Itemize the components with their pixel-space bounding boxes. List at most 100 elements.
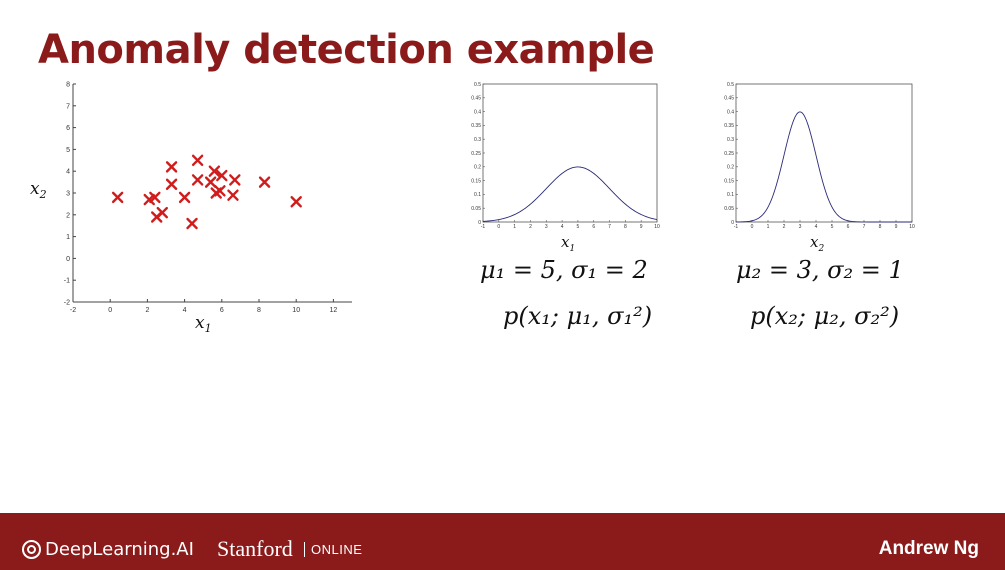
- author-name: Andrew Ng: [878, 538, 979, 559]
- y-tick-label: 0.45: [724, 96, 734, 102]
- scatter-point: [227, 189, 239, 201]
- y-tick-label: 0.45: [471, 96, 481, 102]
- gaussian-1-x-label: x1: [561, 233, 575, 254]
- y-tick-label: 0.25: [724, 151, 734, 157]
- deeplearning-logo-icon: [22, 540, 41, 559]
- x-tick-label: 8: [879, 224, 882, 230]
- scatter-y-tick-label: -1: [64, 278, 70, 285]
- gaussian-2-x-label: x2: [810, 233, 824, 254]
- stanford-online-label: ONLINE: [304, 542, 362, 557]
- y-tick-label: 0.1: [474, 192, 481, 198]
- scatter-x-tick-label: 6: [220, 307, 224, 314]
- x-tick-label: 5: [577, 224, 580, 230]
- x-tick-label: 2: [783, 224, 786, 230]
- x-tick-label: 9: [895, 224, 898, 230]
- scatter-point: [204, 176, 217, 188]
- x-tick-label: 2: [529, 224, 532, 230]
- x-tick-label: 4: [561, 224, 564, 230]
- scatter-y-label: x2: [30, 179, 47, 201]
- scatter-point-stroke: [186, 217, 198, 230]
- x-tick-label: 1: [513, 224, 516, 230]
- y-tick-label: 0.5: [727, 82, 734, 88]
- x-tick-label: 10: [909, 224, 915, 230]
- x-tick-label: 7: [608, 224, 611, 230]
- scatter-point-stroke: [191, 174, 204, 186]
- y-tick-label: 0: [731, 220, 734, 226]
- scatter-x-tick-label: 4: [183, 307, 187, 314]
- scatter-point: [156, 206, 168, 219]
- y-tick-label: 0.4: [727, 109, 734, 115]
- scatter-y-tick-label: 3: [66, 191, 70, 198]
- scatter-point-stroke: [178, 191, 191, 204]
- scatter-point-stroke: [165, 161, 178, 173]
- scatter-point: [149, 191, 161, 204]
- x-tick-label: 0: [751, 224, 754, 230]
- scatter-point-stroke: [229, 174, 241, 186]
- scatter-x-tick-label: 10: [292, 307, 300, 314]
- x-tick-label: -1: [481, 224, 486, 230]
- scatter-point: [191, 154, 204, 167]
- gaussian-curve: [735, 111, 912, 223]
- scatter-point: [178, 191, 191, 204]
- gaussian-plot-1: -1 0 1 2 3 4 5 6 7 8 9 1000.050.10.150.20.250.30.35…: [471, 82, 660, 230]
- x-tick-label: 5: [831, 224, 834, 230]
- x-tick-label: 10: [654, 224, 660, 230]
- x-tick-label: 6: [847, 224, 850, 230]
- scatter-y-tick-label: 6: [66, 125, 70, 132]
- scatter-point-stroke: [258, 176, 271, 188]
- scatter-y-tick-label: 0: [66, 256, 70, 263]
- x-tick-label: 7: [863, 224, 866, 230]
- scatter-y-tick-label: -2: [64, 300, 70, 307]
- gaussian-plot-2: -1 0 1 2 3 4 5 6 7 8 9 1000.050.10.150.20.250.30.35…: [724, 82, 915, 230]
- scatter-point: [191, 174, 204, 186]
- y-tick-label: 0.25: [471, 151, 481, 157]
- stanford-logo: Stanford: [217, 536, 293, 561]
- scatter-point: [208, 165, 221, 177]
- x-tick-label: 3: [799, 224, 802, 230]
- y-tick-label: 0.35: [724, 123, 734, 129]
- scatter-point: [229, 174, 241, 186]
- plot-frame: [735, 83, 913, 223]
- scatter-point: [111, 191, 124, 204]
- y-tick-label: 0.1: [727, 192, 734, 198]
- gaussian-2-params: μ₂ = 3, σ₂ = 1: [736, 256, 904, 284]
- scatter-point-stroke: [290, 196, 302, 208]
- y-tick-label: 0.3: [727, 137, 734, 143]
- x-tick-label: 9: [640, 224, 643, 230]
- scatter-point-stroke: [165, 178, 178, 190]
- y-tick-label: 0: [478, 220, 481, 226]
- x-tick-label: 1: [767, 224, 770, 230]
- scatter-points: [111, 154, 302, 230]
- y-tick-label: 0.15: [471, 178, 481, 184]
- y-tick-label: 0.35: [471, 123, 481, 129]
- gaussian-2-density: p(x₂; μ₂, σ₂²): [750, 302, 900, 330]
- deeplearning-logo-text: DeepLearning.AI: [45, 539, 194, 560]
- scatter-point: [258, 176, 271, 188]
- y-tick-label: 0.2: [474, 165, 481, 171]
- scatter-point: [214, 185, 226, 197]
- y-tick-label: 0.5: [474, 82, 481, 88]
- y-tick-label: 0.2: [727, 165, 734, 171]
- scatter-y-tick-label: 8: [66, 82, 70, 89]
- scatter-point: [143, 193, 155, 206]
- scatter-point: [165, 178, 178, 190]
- scatter-x-tick-label: -2: [70, 307, 76, 314]
- deeplearning-logo: DeepLearning.AI: [22, 539, 194, 560]
- slide-title: Anomaly detection example: [38, 27, 655, 73]
- scatter-x-label: x1: [195, 313, 212, 335]
- gaussian-1-density: p(x₁; μ₁, σ₁²): [503, 302, 653, 330]
- scatter-point-stroke: [216, 169, 228, 182]
- scatter-x-tick-label: 12: [330, 307, 338, 314]
- scatter-point-stroke: [111, 191, 124, 204]
- x-tick-label: 8: [624, 224, 627, 230]
- gaussian-1-params: μ₁ = 5, σ₁ = 2: [480, 256, 648, 284]
- scatter-point-stroke: [208, 165, 221, 177]
- scatter-point: [216, 169, 228, 182]
- scatter-point-stroke: [227, 189, 239, 201]
- scatter-point-stroke: [156, 206, 168, 219]
- scatter-y-tick-label: 1: [66, 234, 70, 241]
- scatter-point: [186, 217, 198, 230]
- scatter-y-tick-label: 4: [66, 169, 70, 176]
